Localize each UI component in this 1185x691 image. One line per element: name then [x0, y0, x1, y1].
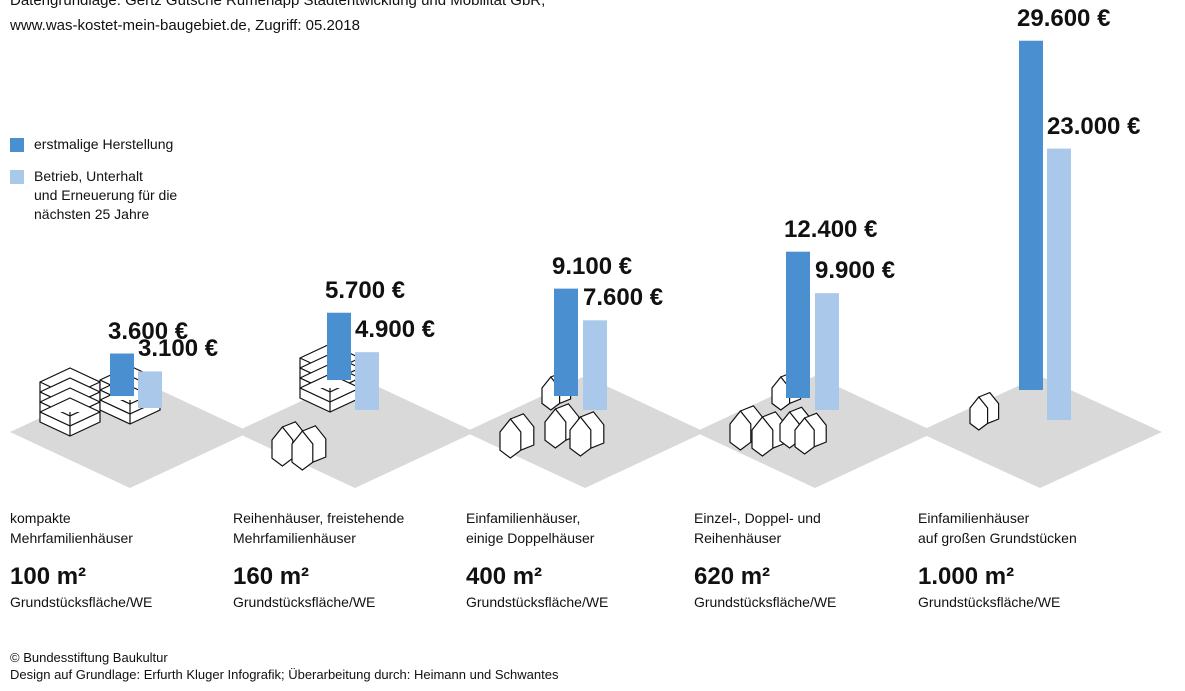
value-label: 3.100 € — [138, 335, 219, 363]
house — [794, 412, 827, 455]
category-label: Reihenhäuser, freistehende Mehrfamilienh… — [233, 510, 405, 546]
footer: © Bundesstiftung Baukultur — [10, 650, 168, 665]
area-unit: Grundstücksfläche/WE — [233, 594, 376, 610]
area-value: 1.000 m² — [918, 563, 1015, 590]
legend-swatch — [10, 170, 24, 184]
value-label: 23.000 € — [1047, 112, 1141, 140]
category-label: kompakte Mehrfamilienhäuser — [10, 510, 133, 546]
house — [569, 411, 605, 457]
legend-label: Betrieb, Unterhalt und Erneuerung für di… — [34, 168, 178, 222]
bar — [355, 352, 379, 410]
value-label: 3.600 € — [108, 317, 189, 345]
area-unit: Grundstücksfläche/WE — [466, 594, 609, 610]
bar — [138, 371, 162, 408]
area-value: 100 m² — [10, 563, 87, 590]
area-unit: Grundstücksfläche/WE — [10, 594, 153, 610]
bar — [786, 251, 810, 398]
footer: Design auf Grundlage: Erfurth Kluger Inf… — [10, 667, 559, 682]
bar — [583, 320, 607, 410]
bar — [327, 312, 351, 380]
bar — [1019, 40, 1043, 390]
house — [291, 425, 327, 471]
area-value: 620 m² — [694, 563, 771, 590]
legend-label: erstmalige Herstellung — [34, 136, 174, 152]
category-label: Einfamilienhäuser auf großen Grundstücke… — [918, 510, 1077, 546]
legend-swatch — [10, 138, 24, 152]
category-label: Einzel-, Doppel- und Reihenhäuser — [694, 510, 821, 546]
area-value: 160 m² — [233, 563, 310, 590]
area-unit: Grundstücksfläche/WE — [918, 594, 1061, 610]
value-label: 9.900 € — [815, 257, 896, 285]
source: Datengrundlage: Gertz Gutsche Rümenapp S… — [10, 0, 546, 9]
category-label: Einfamilienhäuser, einige Doppelhäuser — [466, 510, 595, 546]
house — [499, 413, 535, 459]
value-label: 12.400 € — [784, 215, 878, 243]
source: www.was-kostet-mein-baugebiet.de, Zugrif… — [10, 17, 360, 34]
bar — [1047, 148, 1071, 420]
value-label: 4.900 € — [355, 316, 436, 344]
block — [39, 397, 101, 437]
bar — [110, 353, 134, 396]
value-label: 29.600 € — [1017, 4, 1111, 32]
bar — [554, 288, 578, 396]
bar — [815, 293, 839, 410]
area-value: 400 m² — [466, 563, 543, 590]
value-label: 5.700 € — [325, 276, 406, 304]
plot — [918, 376, 1162, 488]
house — [969, 391, 1000, 431]
value-label: 9.100 € — [552, 252, 633, 280]
area-unit: Grundstücksfläche/WE — [694, 594, 837, 610]
value-label: 7.600 € — [583, 284, 664, 312]
